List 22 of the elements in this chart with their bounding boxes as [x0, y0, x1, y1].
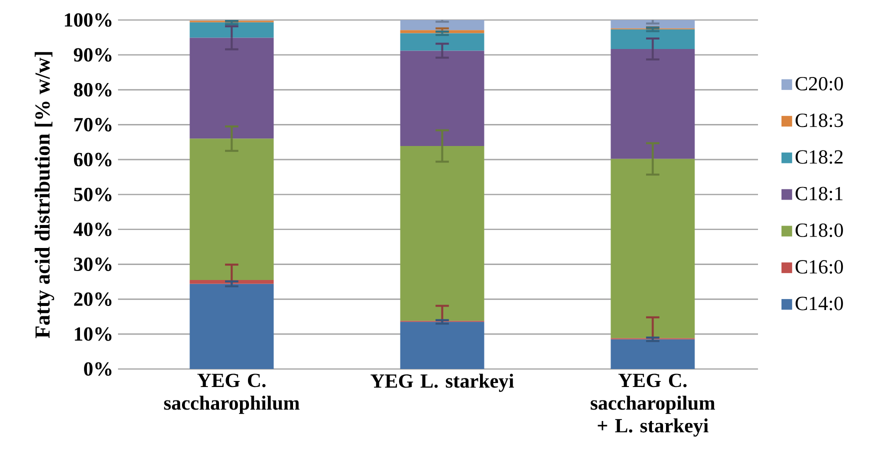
- x-tick-label: YEG C. saccharopilum + L. starkeyi: [590, 374, 715, 437]
- y-tick-label: 10%: [74, 327, 112, 341]
- y-tick-label: 90%: [74, 48, 112, 62]
- y-tick-label: 40%: [74, 222, 112, 236]
- x-tick-label: YEG C. saccharophilum: [164, 374, 300, 414]
- y-tick-label: 50%: [74, 188, 112, 202]
- legend-label: C18:3: [796, 114, 843, 128]
- y-tick-label: 20%: [74, 292, 112, 306]
- y-tick-label: 0%: [84, 362, 112, 376]
- y-tick-label: 60%: [74, 152, 112, 166]
- legend-label: C20:0: [796, 76, 843, 91]
- x-tick-label: YEG L. starkeyi: [370, 374, 514, 392]
- legend-label: C18:0: [796, 223, 843, 238]
- y-axis-title: Fatty acid distribution [% w/w]: [34, 52, 54, 338]
- legend-label: C18:2: [796, 150, 843, 164]
- y-tick-label: 80%: [74, 83, 112, 97]
- legend-label: C16:0: [796, 260, 843, 274]
- y-tick-label: 70%: [74, 118, 112, 132]
- legend-label: C18:1: [796, 186, 843, 200]
- y-tick-label: 100%: [64, 13, 112, 27]
- y-tick-label: 30%: [74, 258, 112, 272]
- legend-label: C14:0: [796, 296, 843, 310]
